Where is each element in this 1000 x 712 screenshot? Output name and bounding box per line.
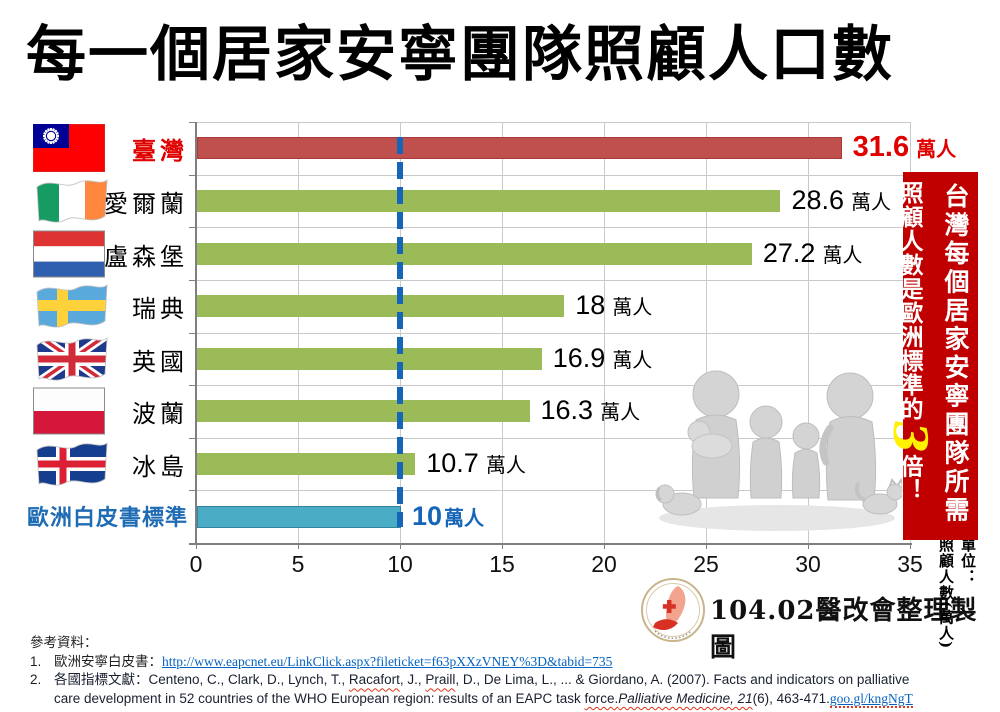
- taiwan-flag-icon: [33, 124, 105, 173]
- uk-flag-icon: [33, 332, 111, 386]
- gridline-horizontal: [196, 122, 910, 123]
- gridline-horizontal: [196, 490, 910, 492]
- sidebar-text-line1: 台灣每個居家安寧團隊所需: [941, 183, 969, 525]
- y-axis-tick: [189, 227, 195, 229]
- x-axis-tick: [706, 543, 707, 549]
- y-axis-tick: [189, 122, 195, 123]
- credit-text: 104.02醫改會整理製圖: [710, 596, 978, 663]
- country-label-uk: 英國: [132, 347, 188, 376]
- gridline-horizontal: [196, 385, 910, 387]
- x-tick-label: 20: [591, 551, 617, 577]
- bar-standard: [197, 505, 401, 528]
- value-label-taiwan: 31.6 萬人: [852, 131, 957, 164]
- bar-uk: [197, 347, 542, 370]
- x-axis-tick: [196, 543, 197, 549]
- unit-label-col2: 照顧人數(萬人): [937, 537, 955, 650]
- x-tick-label: 5: [291, 551, 305, 577]
- reference-item-2: 2. 各國指標文獻：Centeno, C., Clark, D., Lynch,…: [30, 672, 910, 689]
- value-label-uk: 16.9 萬人: [552, 342, 653, 373]
- gridline-horizontal: [196, 174, 910, 176]
- ref2-label: 各國指標文獻：: [54, 672, 149, 689]
- x-tick-label: 0: [189, 551, 203, 577]
- country-label-sweden: 瑞典: [132, 295, 188, 324]
- reference-heading: 參考資料：: [30, 635, 98, 651]
- family-figures-icon: [652, 358, 904, 541]
- x-axis-tick: [808, 543, 809, 549]
- taiwan-healthcare-reform-logo-icon: [640, 577, 706, 648]
- bar-sweden: [197, 295, 565, 318]
- poland-flag-icon: [33, 387, 105, 435]
- gridline-vertical: [298, 122, 299, 543]
- gridline-horizontal: [196, 227, 910, 229]
- value-label-iceland: 10.7 萬人: [426, 448, 526, 479]
- x-tick-label: 10: [387, 551, 413, 577]
- value-label-poland: 16.3 萬人: [540, 395, 641, 426]
- sweden-flag-icon: [33, 279, 111, 333]
- iceland-flag-icon: [33, 437, 111, 491]
- country-label-taiwan: 臺灣: [132, 136, 188, 166]
- gridline-vertical: [808, 122, 809, 543]
- x-axis: [189, 543, 912, 545]
- ireland-flag-icon: [33, 174, 111, 228]
- annotation-sidebar: 台灣每個居家安寧團隊所需 照顧人數是歐洲標準的3倍！: [883, 172, 978, 540]
- bar-luxembourg: [197, 242, 752, 265]
- x-tick-label: 35: [897, 551, 923, 577]
- y-axis: [195, 122, 197, 544]
- gridline-horizontal: [196, 332, 910, 334]
- gridline-horizontal: [196, 279, 910, 281]
- value-label-sweden: 18 萬人: [575, 290, 653, 321]
- gridline-vertical: [502, 122, 503, 543]
- x-axis-tick: [502, 543, 503, 549]
- gridline-vertical: [604, 122, 605, 543]
- x-axis-tick: [298, 543, 299, 549]
- gridline-horizontal: [196, 437, 910, 439]
- highlight-number: 3: [883, 421, 937, 455]
- bar-poland: [197, 400, 530, 423]
- x-axis-tick: [910, 543, 911, 549]
- y-axis-tick: [189, 332, 195, 334]
- country-label-luxembourg: 盧森堡: [104, 242, 188, 271]
- y-axis-tick: [189, 174, 195, 176]
- value-label-ireland: 28.6 萬人: [791, 184, 891, 215]
- page-title: 每一個居家安寧團隊照顧人口數: [26, 21, 894, 88]
- country-label-poland: 波蘭: [132, 400, 188, 429]
- x-axis-tick: [400, 543, 401, 549]
- unit-label-col1: 單位：: [959, 537, 977, 585]
- reference-item-1: 1. 歐洲安寧白皮書：http://www.eapcnet.eu/LinkCli…: [30, 653, 613, 670]
- y-axis-tick: [189, 437, 195, 439]
- gridline-vertical: [706, 122, 707, 543]
- bar-taiwan: [197, 137, 842, 160]
- country-label-standard: 歐洲白皮書標準: [26, 504, 188, 531]
- country-label-iceland: 冰島: [132, 453, 188, 482]
- value-label-luxembourg: 27.2 萬人: [762, 237, 863, 268]
- y-axis-tick: [189, 543, 195, 544]
- luxembourg-flag-icon: [33, 230, 105, 278]
- y-axis-tick: [189, 279, 195, 281]
- country-label-ireland: 愛爾蘭: [104, 189, 188, 218]
- bar-iceland: [197, 453, 416, 476]
- references: 參考資料： 1. 歐洲安寧白皮書：http://www.eapcnet.eu/L…: [30, 634, 988, 709]
- ref2-link[interactable]: goo.gl/kngNgT: [829, 690, 913, 708]
- ref1-link[interactable]: http://www.eapcnet.eu/LinkClick.aspx?fil…: [162, 653, 613, 669]
- value-label-standard: 10 萬人: [412, 500, 485, 531]
- y-axis-tick: [189, 490, 195, 492]
- sidebar-text-line2: 照顧人數是歐洲標準的3倍！: [883, 181, 937, 503]
- bar-ireland: [197, 189, 781, 212]
- x-tick-label: 15: [489, 551, 515, 577]
- x-axis-tick: [604, 543, 605, 549]
- ref1-label: 歐洲安寧白皮書：: [54, 653, 162, 670]
- reference-item-2-continued: care development in 52 countries of the …: [54, 690, 913, 708]
- x-tick-label: 25: [693, 551, 719, 577]
- reference-dashed-line: [397, 137, 403, 527]
- y-axis-tick: [189, 385, 195, 387]
- x-tick-label: 30: [795, 551, 821, 577]
